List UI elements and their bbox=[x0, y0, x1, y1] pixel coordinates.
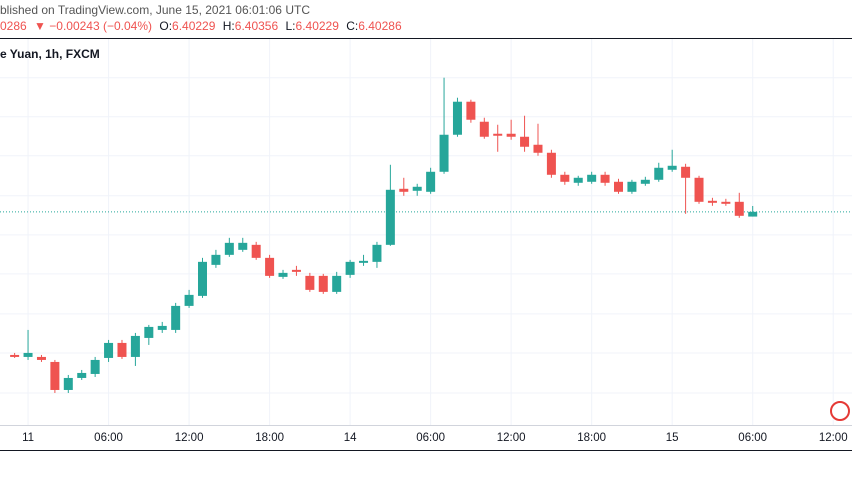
candle-body bbox=[265, 257, 275, 276]
candle-body bbox=[197, 261, 207, 296]
x-tick-label: 06:00 bbox=[94, 432, 123, 444]
x-tick-label: 12:00 bbox=[819, 432, 848, 444]
candle-body bbox=[36, 356, 46, 360]
x-tick-label: 06:00 bbox=[738, 432, 767, 444]
open-value: 6.40229 bbox=[172, 19, 216, 33]
candle-body bbox=[694, 177, 704, 202]
candle-body bbox=[50, 361, 60, 390]
candle-body bbox=[63, 377, 73, 390]
candle-body bbox=[211, 254, 221, 265]
candle-body bbox=[439, 134, 449, 172]
candle-body bbox=[318, 275, 328, 292]
candle-body bbox=[157, 325, 167, 330]
candle-body bbox=[291, 269, 301, 272]
candle-body bbox=[533, 144, 543, 153]
candle-body bbox=[627, 181, 637, 192]
candle-body bbox=[681, 166, 691, 178]
candle-body bbox=[399, 188, 409, 192]
candle-body bbox=[748, 211, 758, 217]
quote-line: 0286 ▼ −0.00243 (−0.04%) O:6.40229 H:6.4… bbox=[0, 19, 402, 33]
candle-body bbox=[90, 359, 100, 374]
candle-body bbox=[385, 189, 395, 245]
candle-body bbox=[23, 352, 33, 357]
candle-body bbox=[600, 174, 610, 183]
low-value: 6.40229 bbox=[296, 19, 340, 33]
candle-body bbox=[184, 294, 194, 306]
candle-body bbox=[305, 275, 315, 290]
candle-body bbox=[332, 275, 342, 292]
candle-body bbox=[359, 260, 369, 263]
candle-body bbox=[117, 342, 127, 357]
candle-body bbox=[573, 177, 583, 183]
candle-body bbox=[707, 200, 717, 203]
candle-body bbox=[721, 201, 731, 204]
x-tick-label: 15 bbox=[666, 432, 679, 444]
open-label: O: bbox=[159, 19, 172, 33]
candle-body bbox=[104, 342, 114, 358]
candle-body bbox=[614, 181, 624, 192]
high-label: H: bbox=[223, 19, 235, 33]
candle-body bbox=[506, 133, 516, 137]
low-label: L: bbox=[286, 19, 296, 33]
candle-body bbox=[493, 133, 503, 136]
x-tick-label: 18:00 bbox=[255, 432, 284, 444]
chart-title: e Yuan, 1h, FXCM bbox=[0, 47, 100, 61]
candle-body bbox=[278, 272, 288, 277]
x-tick-label: 06:00 bbox=[416, 432, 445, 444]
candle-body bbox=[171, 305, 181, 330]
candle-body bbox=[224, 242, 234, 255]
candle-body bbox=[479, 121, 489, 137]
candle-body bbox=[587, 174, 597, 182]
candle-body bbox=[734, 201, 744, 216]
x-tick-label: 11 bbox=[22, 432, 34, 444]
x-tick-label: 18:00 bbox=[577, 432, 606, 444]
candle-body bbox=[77, 372, 87, 378]
candle-body bbox=[546, 152, 556, 175]
candle-body bbox=[144, 326, 154, 338]
candle-body bbox=[412, 186, 422, 191]
candle-body bbox=[466, 101, 476, 120]
x-tick-label: 14 bbox=[344, 432, 357, 444]
candle-body bbox=[238, 242, 248, 250]
candle-body bbox=[560, 174, 570, 182]
logo-badge bbox=[830, 401, 850, 421]
candle-body bbox=[251, 244, 261, 258]
candle-body bbox=[640, 179, 650, 184]
candle-body bbox=[130, 335, 140, 357]
x-tick-label: 12:00 bbox=[175, 432, 204, 444]
high-value: 6.40356 bbox=[235, 19, 279, 33]
candle-body bbox=[372, 244, 382, 262]
candle-body bbox=[345, 261, 355, 275]
candle-body bbox=[10, 354, 20, 357]
published-note: blished on TradingView.com, June 15, 202… bbox=[0, 3, 310, 17]
candle-body bbox=[520, 136, 530, 147]
candle-body bbox=[426, 171, 436, 192]
candle-body bbox=[667, 165, 677, 170]
candle-body bbox=[452, 101, 462, 135]
close-label: C: bbox=[346, 19, 358, 33]
x-tick-label: 12:00 bbox=[497, 432, 526, 444]
candle-body bbox=[654, 167, 664, 180]
logo-circle bbox=[830, 401, 850, 421]
last-price: 0286 bbox=[0, 19, 27, 33]
close-value: 6.40286 bbox=[358, 19, 402, 33]
price-change: ▼ −0.00243 (−0.04%) bbox=[34, 19, 152, 33]
